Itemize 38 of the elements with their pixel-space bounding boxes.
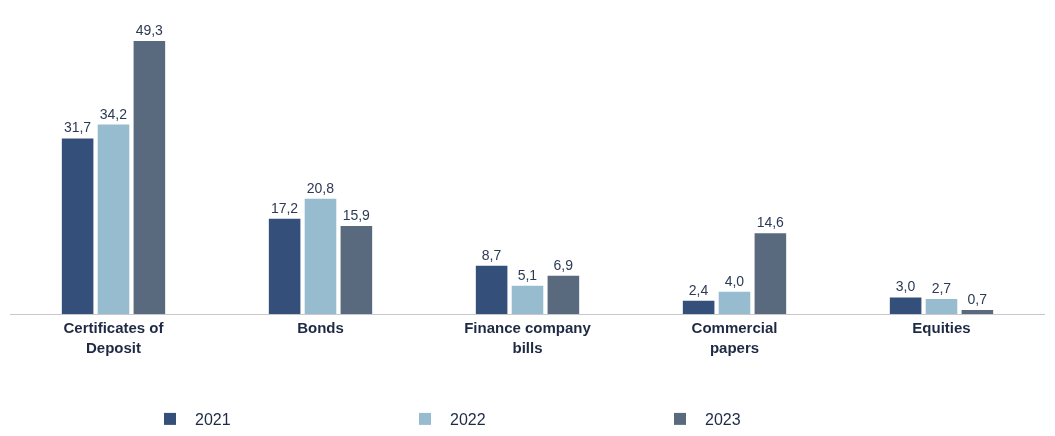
bar <box>754 233 787 314</box>
x-tick-label: Bonds <box>297 319 344 336</box>
bar <box>925 299 958 314</box>
x-tick-label: Commercial papers <box>691 319 778 356</box>
data-label: 8,7 <box>481 246 502 263</box>
bar <box>547 275 580 314</box>
bar <box>475 265 508 314</box>
legend-label: 2023 <box>705 411 741 429</box>
bar <box>961 310 994 314</box>
data-label: 3,0 <box>895 278 916 295</box>
bar <box>889 297 922 314</box>
data-label: 14,6 <box>756 214 785 231</box>
data-label: 49,3 <box>135 21 164 38</box>
data-label: 17,2 <box>270 199 299 216</box>
bar <box>718 291 751 314</box>
data-label: 31,7 <box>63 119 92 136</box>
bar <box>97 124 130 314</box>
x-tick-label: Certificates of Deposit <box>63 319 165 356</box>
data-label: 15,9 <box>342 206 371 223</box>
bar <box>304 198 337 314</box>
bar <box>133 40 166 314</box>
data-label: 0,7 <box>967 291 988 308</box>
bar <box>340 225 373 314</box>
x-tick-label: Equities <box>912 319 971 336</box>
data-label: 2,7 <box>931 280 952 297</box>
legend-label: 2022 <box>450 411 486 429</box>
data-label: 6,9 <box>553 256 574 273</box>
data-label: 34,2 <box>99 105 128 122</box>
data-label: 20,8 <box>306 179 335 196</box>
bar <box>61 138 94 314</box>
data-label: 5,1 <box>517 266 538 283</box>
data-label: 4,0 <box>724 272 745 289</box>
bar <box>682 300 715 314</box>
legend-label: 2021 <box>195 411 231 429</box>
x-tick-label: Finance company bills <box>464 319 592 356</box>
data-label: 2,4 <box>688 281 709 298</box>
bar <box>268 218 301 314</box>
bar <box>511 285 544 314</box>
